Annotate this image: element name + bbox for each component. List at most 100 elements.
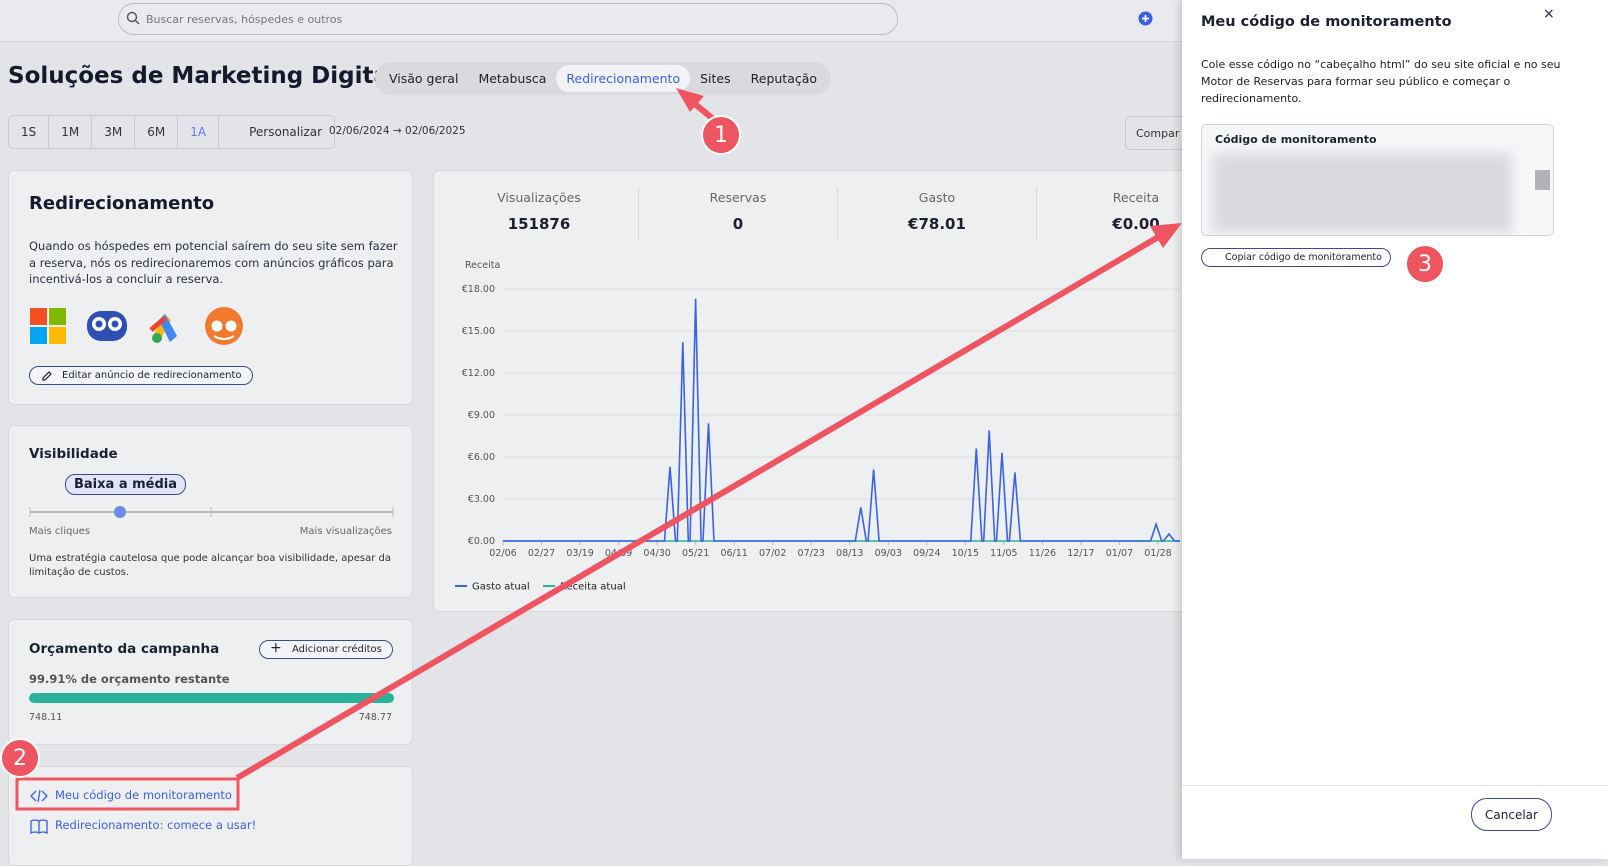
- plus-icon: +: [270, 640, 282, 656]
- visibility-description: Uma estratégia cautelosa que pode alcanç…: [29, 553, 391, 578]
- kpi-label: Receita: [1112, 190, 1160, 205]
- y-tick-label: €9.00: [468, 410, 495, 421]
- badge-number: 3: [1418, 252, 1432, 277]
- x-tick-label: 04/30: [643, 548, 670, 559]
- x-tick-label: 07/02: [759, 548, 786, 559]
- budget-bar: [29, 693, 394, 703]
- badge: [701, 115, 741, 155]
- pencil-icon: [42, 371, 52, 381]
- y-tick-label: €12.00: [462, 368, 495, 379]
- x-tick-label: 06/11: [720, 548, 747, 559]
- range-button[interactable]: 1S: [9, 116, 50, 148]
- x-tick-label: 09/03: [875, 548, 902, 559]
- x-tick-label: 01/07: [1106, 548, 1133, 559]
- range-button[interactable]: 6M: [135, 116, 179, 148]
- side-panel: Meu código de monitoramento × Cole esse …: [1182, 0, 1608, 859]
- tab[interactable]: Reputação: [750, 71, 818, 86]
- kpi-value: 151876: [507, 215, 571, 233]
- kpi-value: 0: [732, 215, 744, 233]
- budget-remaining: 99.91% de orçamento restante: [29, 672, 230, 686]
- date-from: 02/06/2024: [329, 125, 390, 137]
- legend-label: Gasto atual: [472, 582, 530, 593]
- visibility-level: Baixa a média: [65, 474, 187, 495]
- retargeting-card: Redirecionamento Quando os hóspedes em p…: [8, 170, 413, 405]
- cancel-button[interactable]: Cancelar: [1471, 798, 1552, 831]
- y-tick-label: €0.00: [468, 536, 495, 547]
- code-label: Código de monitoramento: [1215, 133, 1377, 146]
- add-credits-button[interactable]: Adicionar créditos: [259, 640, 393, 659]
- panel-description: Cole esse código no “cabeçalho html” do …: [1201, 58, 1561, 105]
- tab[interactable]: Sites: [700, 71, 731, 86]
- kpi-divider: [1036, 187, 1037, 240]
- range-button[interactable]: 1M: [49, 116, 93, 148]
- button-label: Adicionar créditos: [292, 644, 382, 655]
- badge-number: 1: [714, 123, 728, 148]
- visibility-card: Visibilidade Baixa a média Mais cliques …: [8, 425, 413, 598]
- x-tick-label: 01/28: [1144, 548, 1171, 559]
- tab-bar: Visão geral Metabusca Redirecionamento Site…: [375, 62, 832, 95]
- edit-ad-button[interactable]: Editar anúncio de redirecionamento: [29, 366, 253, 385]
- budget-card: Orçamento da campanha Adicionar créditos…: [8, 619, 413, 745]
- y-axis-label: Receita: [465, 260, 500, 271]
- series-line: [503, 298, 1180, 542]
- highlight-box: [15, 777, 240, 811]
- tab[interactable]: Redirecionamento: [556, 65, 691, 92]
- add-icon[interactable]: [1138, 11, 1153, 26]
- link-icons: [30, 789, 48, 835]
- y-tick-label: €18.00: [462, 284, 495, 295]
- tab[interactable]: Metabusca: [478, 71, 547, 86]
- legend-label: Receita atual: [560, 582, 626, 593]
- partner-logos: [30, 307, 243, 345]
- card-title: Redirecionamento: [29, 193, 215, 214]
- copy-code-button[interactable]: Copiar código de monitoramento: [1201, 248, 1391, 267]
- x-tick-label: 11/05: [990, 548, 1017, 559]
- date-to: 02/06/2025: [405, 125, 466, 137]
- kpi-value: €0.00: [1112, 215, 1160, 233]
- slider-left-label: Mais cliques: [29, 526, 91, 537]
- compare-label: Compar: [1136, 127, 1180, 140]
- kpi-divider: [638, 187, 639, 240]
- range-selector: 1S 1M 3M 6M 1A Personalizar: [8, 115, 336, 149]
- card-title: Orçamento da campanha: [29, 641, 220, 657]
- x-tick-label: 09/24: [913, 548, 940, 559]
- close-button[interactable]: ×: [1543, 6, 1555, 22]
- x-tick-label: 10/15: [952, 548, 979, 559]
- x-tick-label: 05/21: [682, 548, 709, 559]
- y-tick-label: €6.00: [468, 452, 495, 463]
- slider-right-label: Mais visualizações: [299, 526, 392, 537]
- y-tick-label: €15.00: [462, 326, 495, 337]
- range-button[interactable]: 1A: [178, 116, 220, 148]
- tracking-code-link[interactable]: Meu código de monitoramento: [55, 788, 232, 802]
- button-label: Editar anúncio de redirecionamento: [62, 370, 242, 381]
- custom-range-button[interactable]: Personalizar: [249, 125, 323, 139]
- range-button[interactable]: 3M: [92, 116, 136, 148]
- card-description: Quando os hóspedes em potencial saírem d…: [29, 239, 398, 286]
- x-tick-label: 12/17: [1067, 548, 1094, 559]
- arrow-2: [235, 233, 1162, 781]
- kpi-label: Gasto: [918, 190, 956, 205]
- search-icon: [126, 11, 140, 25]
- x-tick-label: 07/23: [798, 548, 825, 559]
- kpi-label: Reservas: [709, 190, 767, 205]
- badge: [0, 738, 40, 778]
- search-box[interactable]: Buscar reservas, hóspedes e outros: [118, 3, 898, 35]
- x-tick-label: 11/26: [1029, 548, 1056, 559]
- tab[interactable]: Visão geral: [389, 71, 459, 86]
- arrow-head: [676, 88, 704, 112]
- visibility-slider[interactable]: [27, 504, 397, 520]
- card-title: Visibilidade: [29, 446, 118, 462]
- kpi-value: €78.01: [908, 215, 966, 233]
- budget-max: 748.77: [358, 712, 392, 723]
- x-tick-label: 02/06: [489, 548, 516, 559]
- budget-min: 748.11: [29, 712, 63, 723]
- links-card: Meu código de monitoramento Redirecionam…: [8, 766, 413, 866]
- search-placeholder: Buscar reservas, hóspedes e outros: [146, 13, 343, 26]
- y-tick-label: €3.00: [468, 494, 495, 505]
- scrollbar-thumb: [1535, 170, 1550, 190]
- x-tick-label: 08/13: [836, 548, 863, 559]
- code-box: Código de monitoramento: [1201, 124, 1554, 236]
- getting-started-link[interactable]: Redirecionamento: comece a usar!: [55, 818, 257, 832]
